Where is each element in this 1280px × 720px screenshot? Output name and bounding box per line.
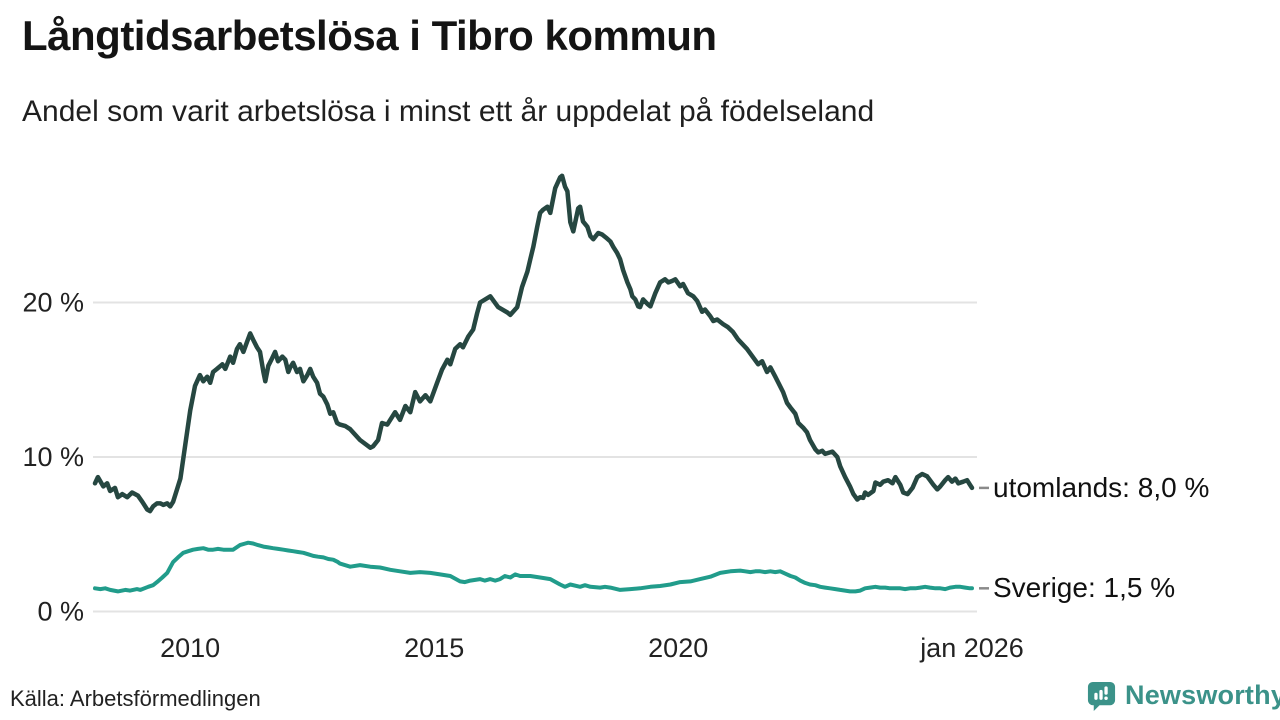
source-note: Källa: Arbetsförmedlingen xyxy=(10,686,261,711)
x-tick-label: 2010 xyxy=(160,633,220,663)
page-title: Långtidsarbetslösa i Tibro kommun xyxy=(22,12,717,59)
legend-label-utomlands: utomlands: 8,0 % xyxy=(993,471,1210,503)
series-lines xyxy=(92,173,975,594)
y-axis-labels: 0 % 10 % 20 % xyxy=(22,288,84,627)
x-tick-label: jan 2026 xyxy=(919,633,1024,663)
newsworthy-logo: Newsworthy xyxy=(1086,680,1280,711)
y-tick-label: 0 % xyxy=(37,597,84,627)
series-line-sverige xyxy=(93,540,974,594)
x-tick-label: 2015 xyxy=(404,633,464,663)
series-line-utomlands xyxy=(92,173,975,514)
legend-leader-lines xyxy=(979,486,989,590)
x-axis-labels: 2010 2015 2020 jan 2026 xyxy=(160,633,1024,663)
legend-label-sverige: Sverige: 1,5 % xyxy=(993,572,1176,604)
y-tick-label: 10 % xyxy=(22,442,84,472)
newsworthy-wordmark: Newsworthy xyxy=(1125,680,1280,710)
y-tick-label: 20 % xyxy=(22,288,84,318)
chart-subtitle: Andel som varit arbetslösa i minst ett å… xyxy=(22,95,875,128)
gridlines xyxy=(93,301,977,613)
x-tick-label: 2020 xyxy=(648,633,708,663)
newsworthy-icon xyxy=(1087,681,1116,711)
